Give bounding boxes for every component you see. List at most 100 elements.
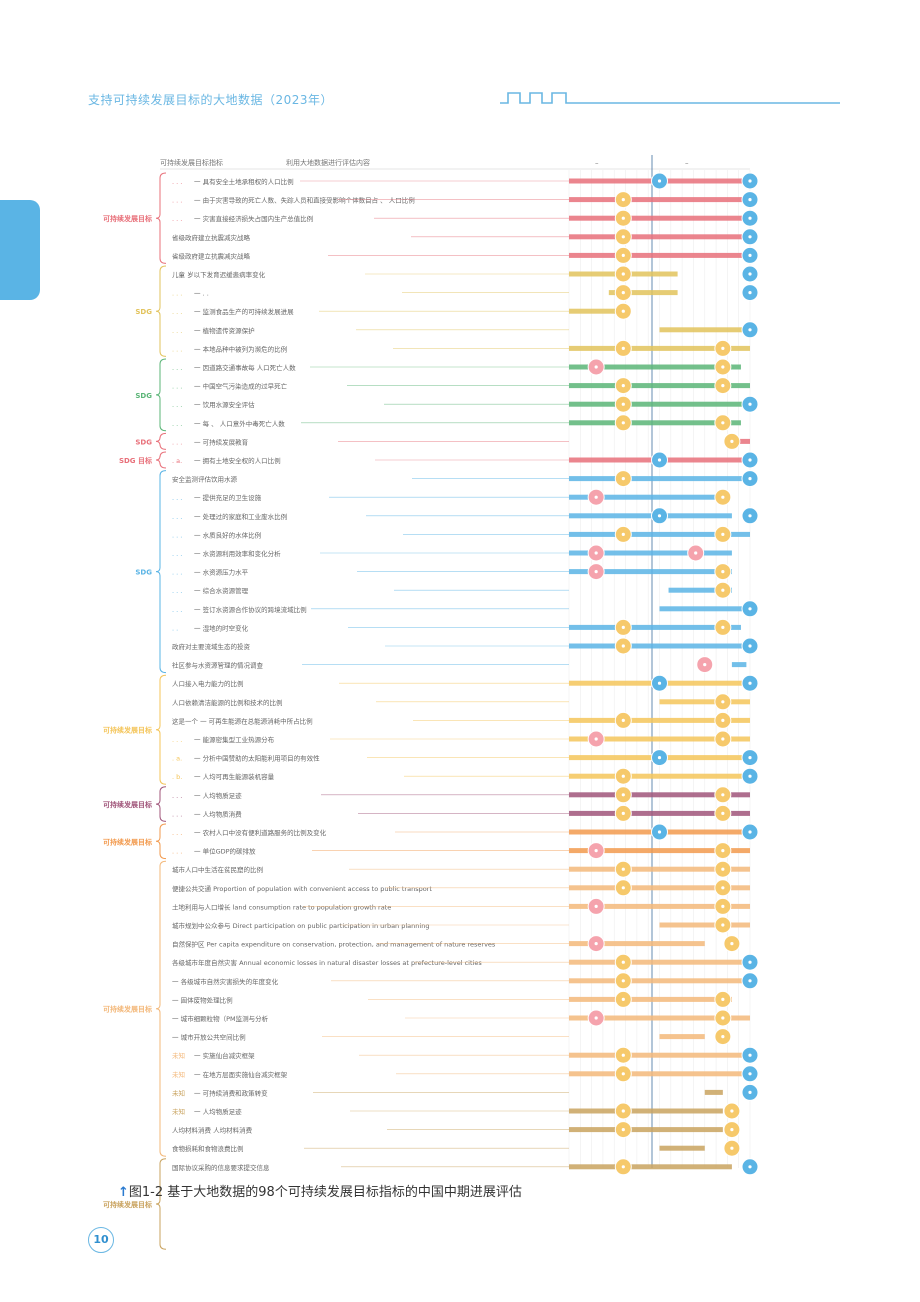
- status-marker-dot: [621, 402, 625, 406]
- status-marker-dot: [621, 421, 625, 425]
- group-label: SDG: [135, 569, 152, 577]
- status-marker-dot: [721, 532, 725, 537]
- group-label: SDG: [135, 308, 152, 316]
- header-decoration: [500, 92, 840, 104]
- status-marker-dot: [748, 1053, 752, 1057]
- indicator-code: . . .: [172, 401, 182, 409]
- indicator-label: 一 人均物质足迹: [194, 791, 242, 800]
- status-marker-dot: [657, 514, 662, 518]
- progress-bar: [659, 699, 750, 705]
- group-bracket: [155, 1158, 167, 1250]
- status-marker-dot: [721, 886, 725, 890]
- indicator-label: 一 人均可再生能源装机容量: [194, 772, 275, 781]
- indicator-label: 一 综合水资源管理: [194, 586, 249, 595]
- indicator-code: . . .: [172, 215, 182, 223]
- status-marker-dot: [748, 235, 752, 239]
- progress-bar: [569, 476, 750, 482]
- status-marker-dot: [621, 272, 625, 276]
- status-marker-dot: [621, 384, 625, 388]
- indicator-code: . . .: [172, 569, 182, 577]
- status-marker-dot: [657, 830, 662, 834]
- figure-caption: ↑图1-2 基于大地数据的98个可持续发展目标指标的中国中期进展评估: [118, 1181, 522, 1200]
- indicator-label: 一 固体废物处理比例: [172, 995, 233, 1004]
- status-marker-dot: [621, 1053, 625, 1057]
- status-marker-dot: [621, 1128, 625, 1132]
- indicator-code: . . .: [172, 736, 182, 744]
- group-label: SDG: [135, 392, 152, 400]
- status-marker-dot: [621, 235, 625, 239]
- status-marker-dot: [748, 458, 752, 462]
- indicator-label: 一 每 、 人口意外中毒死亡人数: [194, 419, 285, 428]
- progress-bar: [569, 531, 750, 537]
- indicator-label: 一 人均物质足迹: [194, 1107, 242, 1116]
- status-marker-dot: [748, 328, 752, 332]
- indicator-label: 一 水资源压力水平: [194, 568, 249, 577]
- progress-bar: [569, 345, 750, 351]
- status-marker-dot: [621, 477, 625, 481]
- indicator-code: . . .: [172, 829, 182, 837]
- indicator-label: 国际协议采购的信息要求提交信息: [172, 1163, 270, 1172]
- status-marker-dot: [621, 718, 625, 723]
- status-marker-dot: [730, 942, 734, 946]
- indicator-label: 自然保护区 Per capita expenditure on conserva…: [172, 940, 496, 949]
- status-marker-dot: [721, 700, 725, 704]
- column-header: –: [685, 159, 689, 167]
- status-marker-dot: [721, 923, 725, 927]
- indicator-label: 省级政府建立抗震减灾战略: [172, 251, 251, 260]
- indicator-label: 安全监测评估饮用水源: [172, 475, 238, 484]
- progress-bar: [668, 587, 732, 593]
- progress-bar: [569, 383, 750, 389]
- status-marker-dot: [748, 216, 752, 220]
- status-marker-dot: [621, 1072, 625, 1076]
- indicator-code: . . .: [172, 345, 182, 353]
- indicator-label: 一 城市开放公共空间比例: [172, 1033, 246, 1042]
- status-marker-dot: [721, 1016, 725, 1020]
- status-marker-dot: [721, 737, 725, 741]
- status-marker-dot: [730, 1109, 734, 1113]
- indicator-label: 这是一个 一 可再生能源在总能源消耗中所占比例: [172, 716, 313, 725]
- indicator-label: 一 能源密集型工业热源分布: [194, 735, 275, 744]
- status-marker-dot: [621, 867, 625, 871]
- indicator-label: 人口接入电力能力的比例: [172, 679, 244, 688]
- group-bracket: [155, 674, 167, 785]
- indicator-label: 一 因道路交通事故每 人口死亡人数: [194, 363, 296, 372]
- progress-bar: [569, 736, 750, 742]
- status-marker-dot: [621, 644, 625, 648]
- indicator-label: 一 城市细颗粒物（PM监测与分析: [172, 1014, 269, 1023]
- status-marker-dot: [748, 272, 752, 276]
- progress-bar: [569, 513, 732, 519]
- indicator-label: 城市规划中公众参与 Direct participation on public…: [172, 921, 429, 930]
- progress-bar: [569, 773, 750, 779]
- status-marker-dot: [594, 570, 598, 574]
- status-marker-dot: [621, 1109, 625, 1113]
- status-marker-dot: [748, 960, 752, 964]
- progress-bar: [569, 643, 750, 649]
- indicator-label: 一 具有安全土地承租权的人口比例: [194, 177, 294, 186]
- status-marker-dot: [594, 365, 598, 369]
- progress-bar: [569, 903, 750, 909]
- indicator-label: 一 中国空气污染造成的过早死亡: [194, 382, 288, 391]
- progress-bar: [569, 996, 732, 1002]
- status-marker-dot: [748, 979, 752, 983]
- progress-bar: [704, 1089, 723, 1095]
- indicator-label: 城市人口中生活在贫民窟的比例: [172, 865, 263, 874]
- header-title: 支持可持续发展目标的大地数据（2023年）: [88, 93, 334, 107]
- progress-bar: [659, 606, 750, 612]
- indicator-label: 一 由于灾害导致的死亡人数、失踪人员和直接受影响个体数目占 、 人口比例: [194, 196, 415, 205]
- indicator-label: 政府对主要流域生态的投资: [172, 642, 251, 651]
- group-label: 可持续发展目标: [103, 1005, 152, 1014]
- indicator-code: . . .: [172, 513, 182, 521]
- indicator-label: 一 水资源利用效率和变化分析: [194, 549, 281, 558]
- status-marker-dot: [748, 644, 752, 648]
- progress-bar: [569, 978, 750, 984]
- group-label: 可持续发展目标: [103, 726, 152, 735]
- status-marker-dot: [748, 1090, 752, 1094]
- caption-arrow-icon: ↑: [118, 1185, 129, 1200]
- status-marker-dot: [621, 291, 625, 295]
- indicator-label: 一 湿地的时空变化: [194, 623, 249, 632]
- status-marker-dot: [621, 774, 625, 778]
- progress-bar: [569, 810, 750, 816]
- indicator-code: . a.: [172, 457, 182, 465]
- status-marker-dot: [694, 551, 698, 555]
- status-marker-dot: [621, 1165, 625, 1169]
